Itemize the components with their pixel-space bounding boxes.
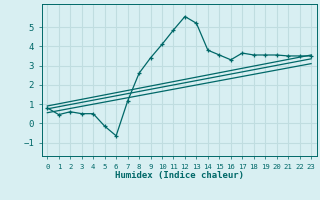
X-axis label: Humidex (Indice chaleur): Humidex (Indice chaleur) xyxy=(115,171,244,180)
